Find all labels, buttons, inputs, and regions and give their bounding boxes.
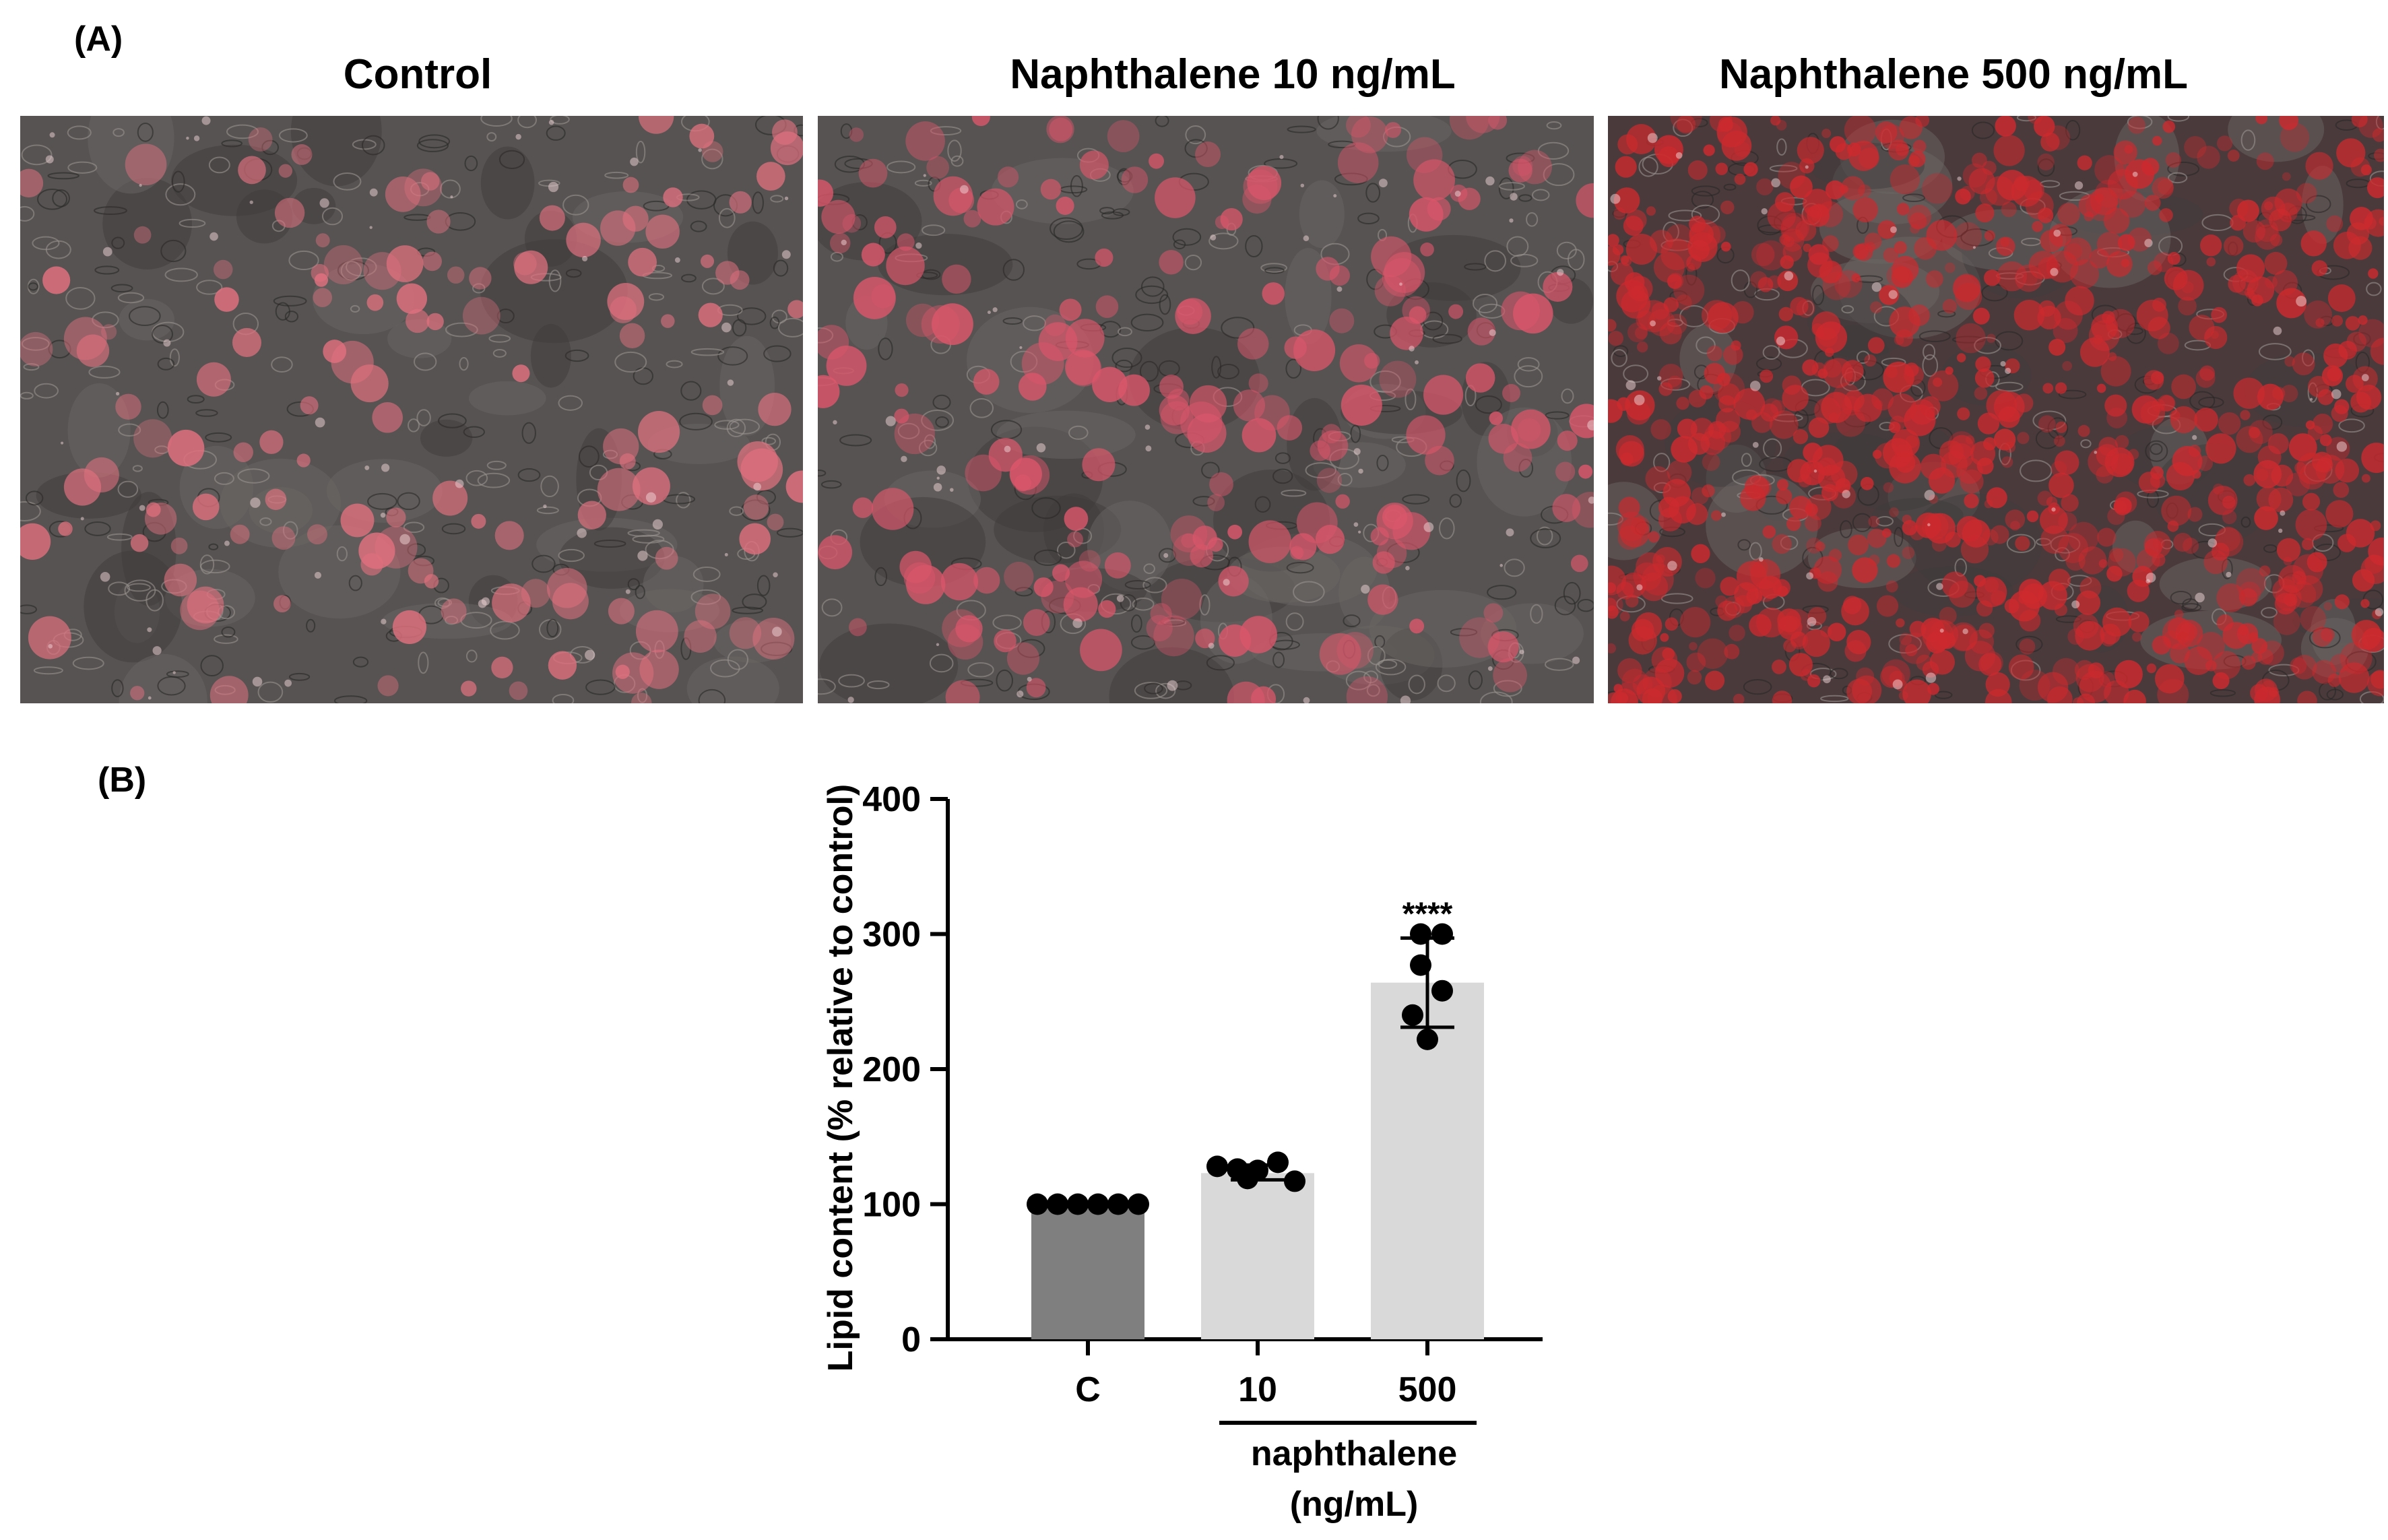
panel-a-label: (A) (74, 20, 123, 59)
y-tick-label: 0 (901, 1320, 921, 1359)
data-point-10 (1267, 1151, 1289, 1174)
data-point-500 (1431, 980, 1453, 1002)
micro-title-naphthalene-500: Naphthalene 500 ng/mL (1719, 51, 2188, 98)
bar-C (1031, 1204, 1144, 1339)
x-tick-label: 500 (1398, 1370, 1457, 1409)
y-tick-label: 300 (862, 916, 921, 955)
panel-b-label: (B) (98, 761, 147, 800)
data-point-500 (1402, 1004, 1423, 1026)
data-point-10 (1206, 1155, 1228, 1178)
x-tick-label: C (1075, 1370, 1101, 1409)
data-point-C (1067, 1193, 1089, 1215)
x-tick-label: 10 (1238, 1370, 1277, 1409)
y-tick-label: 400 (862, 780, 921, 819)
data-point-500 (1410, 954, 1431, 976)
data-point-500 (1410, 923, 1431, 945)
data-point-C (1047, 1193, 1068, 1215)
data-point-10 (1284, 1170, 1305, 1192)
micrograph-naphthalene-10 (818, 116, 1594, 703)
data-point-C (1027, 1193, 1048, 1215)
y-tick-label: 200 (862, 1050, 921, 1089)
micro-title-control: Control (343, 51, 492, 98)
bar-10 (1201, 1173, 1314, 1339)
y-tick-label: 100 (862, 1186, 921, 1225)
micro-title-naphthalene-10: Naphthalene 10 ng/mL (1010, 51, 1456, 98)
group-label-line1: naphthalene (1251, 1434, 1457, 1473)
micrograph-control (20, 116, 803, 703)
significance-annotation: **** (1402, 897, 1453, 932)
group-label-line2: (ng/mL) (1290, 1485, 1419, 1524)
data-point-10 (1237, 1167, 1258, 1190)
data-point-500 (1431, 923, 1453, 945)
data-point-C (1087, 1193, 1109, 1215)
micrograph-naphthalene-500 (1608, 116, 2384, 703)
data-point-C (1107, 1193, 1129, 1215)
data-point-500 (1417, 1028, 1438, 1050)
y-axis-label: Lipid content (% relative to control) (821, 784, 860, 1372)
data-point-C (1128, 1193, 1149, 1215)
